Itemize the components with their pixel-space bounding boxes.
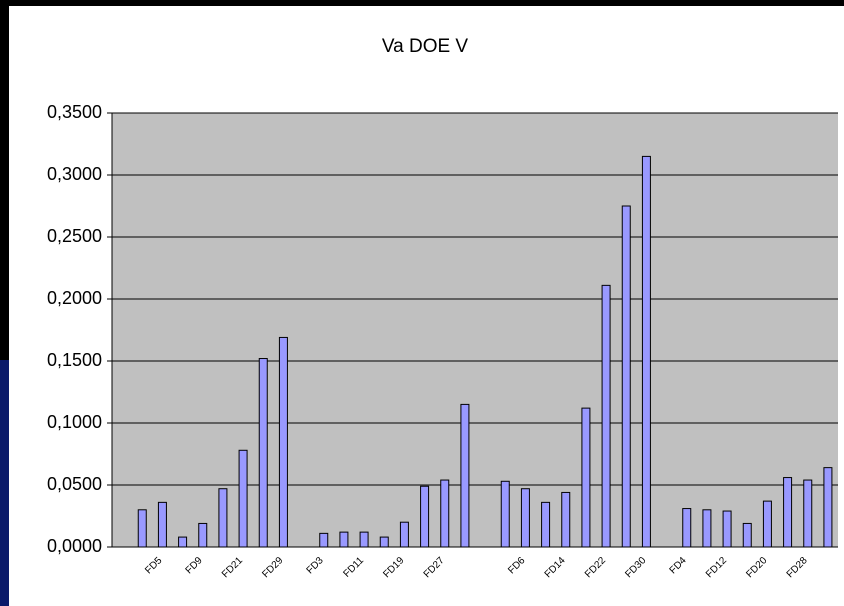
bar <box>460 403 470 548</box>
bar <box>601 284 611 548</box>
plot-area <box>112 113 838 547</box>
bar <box>178 536 188 548</box>
y-tick-label: 0,1000 <box>47 412 102 432</box>
y-tick-label: 0,1500 <box>47 350 102 370</box>
bar <box>278 336 288 548</box>
bar <box>520 488 530 548</box>
bar <box>803 479 813 548</box>
bar <box>641 155 651 548</box>
bar <box>258 358 268 548</box>
bar <box>762 500 772 548</box>
bar <box>399 521 409 548</box>
bar <box>339 531 349 548</box>
y-tick-label: 0,2500 <box>47 226 102 246</box>
bar <box>722 510 732 548</box>
bar <box>742 522 752 548</box>
bar <box>157 501 167 548</box>
bar <box>379 536 389 548</box>
bar <box>440 479 450 548</box>
y-tick-label: 0,3500 <box>47 102 102 122</box>
bar <box>198 522 208 548</box>
bar <box>137 509 147 548</box>
y-tick-label: 0,0000 <box>47 536 102 556</box>
bar <box>621 205 631 548</box>
bar <box>359 531 369 548</box>
bar <box>238 449 248 548</box>
y-tick-label: 0,0500 <box>47 474 102 494</box>
bar <box>541 501 551 548</box>
chart-title: Va DOE V <box>382 36 469 57</box>
bar <box>218 488 228 548</box>
y-tick-label: 0,3000 <box>47 164 102 184</box>
side-strip <box>0 360 10 606</box>
bar <box>783 477 793 548</box>
bar <box>420 485 430 548</box>
bar <box>581 407 591 548</box>
bar <box>561 491 571 548</box>
bar <box>682 508 692 548</box>
bar <box>823 467 833 548</box>
y-tick-label: 0,2000 <box>47 288 102 308</box>
bar <box>500 480 510 548</box>
bar <box>319 532 329 548</box>
bar <box>702 509 712 548</box>
